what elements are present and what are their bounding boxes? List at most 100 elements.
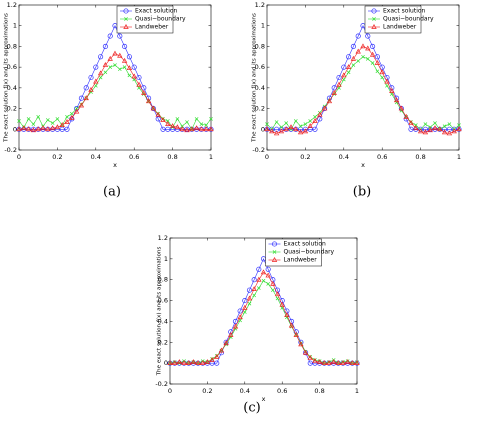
marker	[270, 280, 276, 286]
marker	[265, 266, 271, 272]
marker	[103, 70, 108, 75]
marker	[289, 127, 293, 132]
y-tick-label: 0.2	[255, 105, 265, 113]
marker	[422, 126, 428, 132]
caption: (a)	[103, 185, 121, 200]
marker	[97, 70, 104, 76]
marker	[413, 123, 418, 127]
y-tick-label: 0	[261, 125, 265, 133]
marker	[288, 124, 294, 130]
x-tick-label: 0.8	[415, 153, 425, 161]
y-tick-label: 0.4	[7, 84, 17, 92]
y-tick-label: 0	[13, 125, 17, 133]
marker	[98, 54, 104, 60]
y-tick-label: 0.6	[158, 297, 168, 305]
marker	[122, 43, 128, 49]
marker	[89, 90, 93, 94]
marker	[165, 121, 171, 126]
legend-marker	[124, 17, 128, 21]
y-tick-label: 1	[164, 255, 168, 263]
marker	[165, 119, 170, 123]
marker	[30, 127, 37, 133]
marker	[312, 358, 318, 363]
marker	[126, 54, 132, 60]
marker	[237, 308, 243, 314]
marker	[64, 126, 70, 132]
x-tick-label: 0.6	[377, 153, 387, 161]
marker	[350, 55, 357, 61]
marker	[379, 69, 385, 75]
marker	[389, 85, 395, 91]
marker	[345, 64, 352, 69]
marker	[179, 126, 185, 132]
legend-marker	[272, 250, 277, 254]
y-tick-label: 1.2	[158, 234, 168, 242]
x-tick-label: 0.4	[91, 153, 101, 161]
marker	[107, 55, 113, 61]
marker	[312, 117, 318, 123]
marker	[265, 272, 271, 278]
marker	[335, 360, 341, 365]
marker	[355, 33, 361, 39]
marker	[256, 286, 261, 290]
marker	[269, 128, 275, 134]
marker	[298, 341, 304, 347]
marker	[384, 78, 390, 84]
y-tick-label: 0	[164, 359, 168, 367]
marker	[228, 335, 233, 339]
marker	[365, 57, 370, 61]
marker	[171, 360, 178, 365]
marker	[456, 126, 462, 132]
marker	[223, 340, 229, 346]
marker	[403, 113, 409, 119]
marker	[447, 122, 452, 126]
marker	[271, 288, 275, 292]
marker	[326, 360, 332, 365]
marker	[185, 120, 189, 124]
marker	[98, 75, 103, 80]
marker	[370, 43, 376, 49]
marker	[349, 360, 356, 365]
marker	[25, 126, 32, 132]
marker	[422, 129, 429, 135]
legend-marker	[371, 23, 377, 29]
legend-marker	[371, 8, 377, 14]
marker	[55, 117, 60, 121]
marker	[69, 114, 75, 120]
legend-marker	[372, 17, 376, 21]
marker	[186, 360, 192, 365]
marker	[233, 326, 238, 331]
y-tick-label: 0.2	[158, 338, 168, 346]
y-tick-label: 0.4	[255, 84, 265, 92]
marker	[336, 81, 342, 87]
x-tick-label: 0	[17, 153, 21, 161]
marker	[218, 347, 225, 353]
marker	[247, 301, 252, 306]
y-tick-label: -0.2	[155, 380, 168, 388]
marker	[350, 43, 356, 49]
y-tick-label: 0.2	[7, 105, 17, 113]
marker	[433, 121, 437, 125]
marker	[214, 353, 220, 359]
marker	[45, 126, 51, 132]
y-tick-label: -0.2	[252, 146, 265, 154]
marker	[246, 295, 253, 301]
y-tick-label: 0.4	[158, 317, 168, 325]
legend-label: Quasi−boundary	[284, 249, 335, 256]
x-tick-label: 0.8	[314, 387, 324, 395]
marker	[203, 126, 209, 132]
series-line	[267, 25, 459, 130]
marker	[127, 73, 132, 78]
marker	[16, 126, 22, 132]
marker	[336, 74, 342, 81]
y-axis-label: The exact solution f(x) and its approxim…	[4, 13, 10, 143]
y-tick-label: 0.6	[255, 63, 265, 71]
marker	[160, 116, 166, 122]
marker	[176, 359, 183, 364]
marker	[370, 61, 375, 65]
marker	[69, 111, 74, 116]
marker	[330, 359, 337, 364]
y-axis-label: The exact solution f(x) and its approxim…	[157, 247, 163, 377]
marker	[326, 98, 333, 104]
